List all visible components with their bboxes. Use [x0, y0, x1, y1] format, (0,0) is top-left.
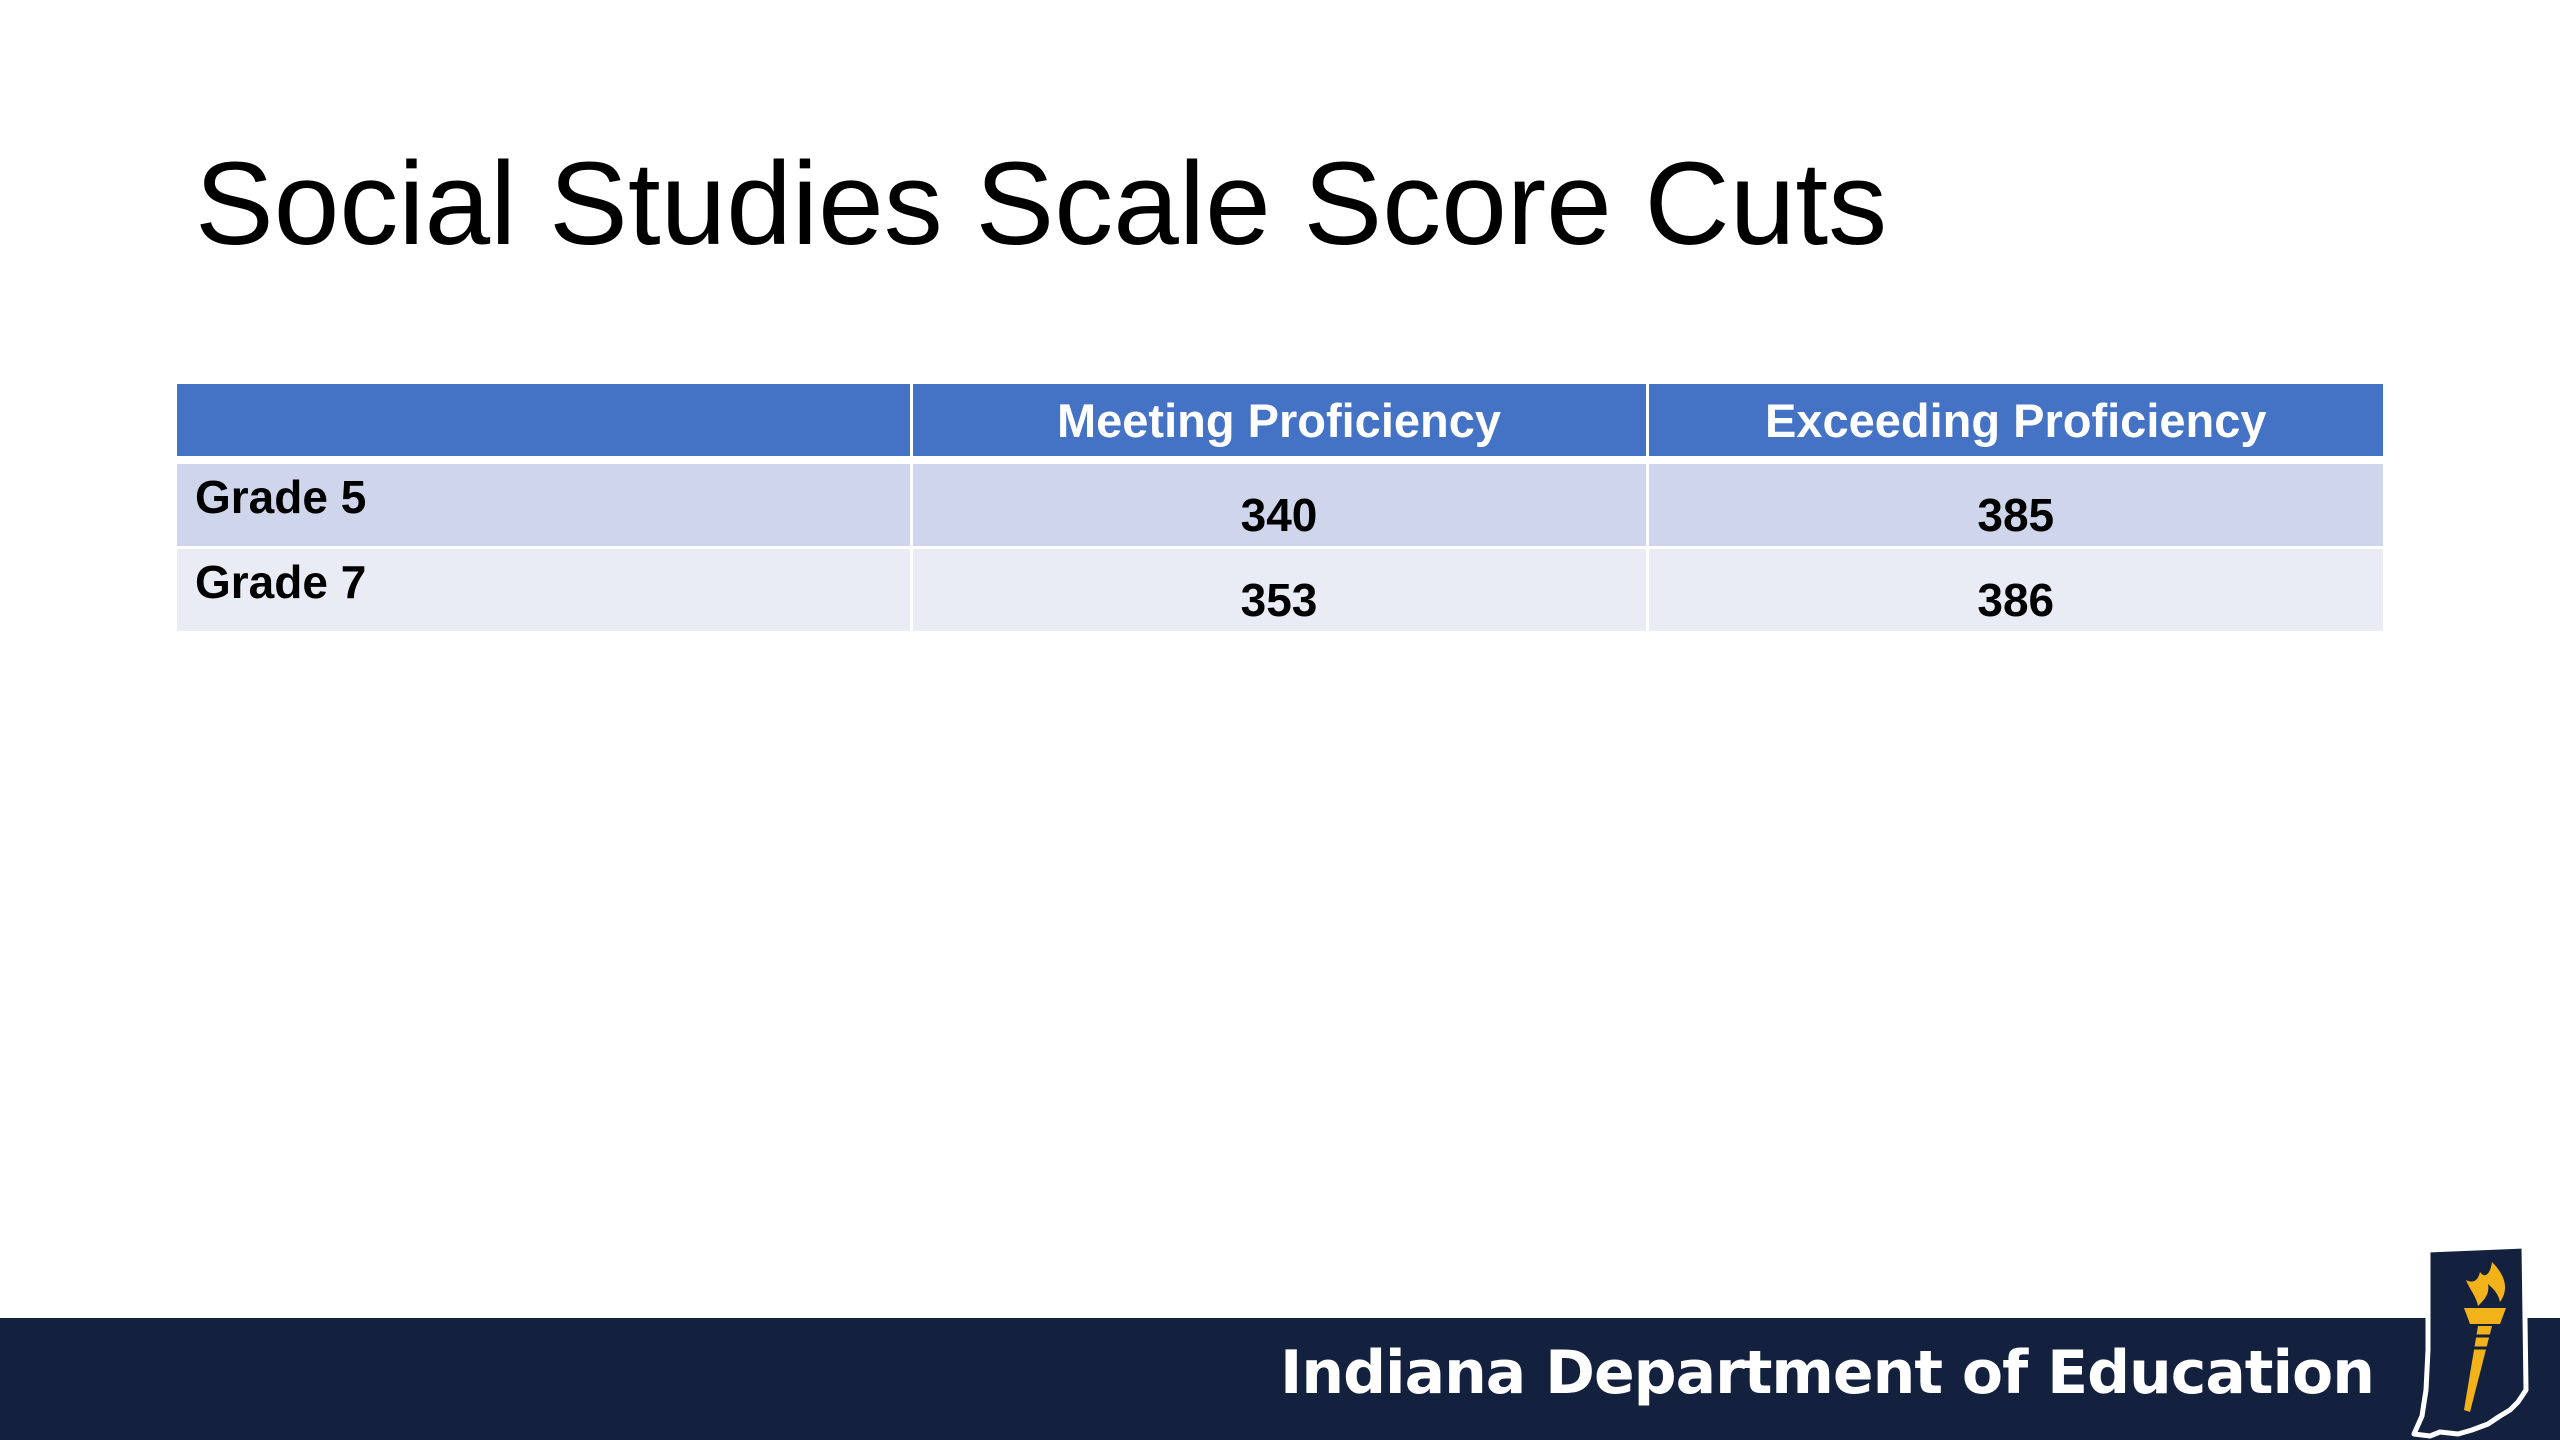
grade-7-exceeding-value: 386 — [1647, 547, 2383, 634]
grade-5-exceeding-value: 385 — [1647, 460, 2383, 549]
header-cell-empty — [177, 384, 913, 464]
table-row: Grade 5 340 385 — [177, 460, 2383, 549]
table-row: Grade 7 353 386 — [177, 547, 2383, 634]
slide-title: Social Studies Scale Score Cuts — [195, 138, 1888, 270]
header-cell-meeting-proficiency: Meeting Proficiency — [911, 384, 1649, 464]
header-cell-exceeding-proficiency: Exceeding Proficiency — [1647, 384, 2383, 464]
indiana-torch-logo-icon — [2411, 1243, 2529, 1439]
grade-7-meeting-value: 353 — [911, 547, 1649, 634]
table-header-row: Meeting Proficiency Exceeding Proficienc… — [177, 384, 2383, 464]
row-label-grade-7: Grade 7 — [177, 547, 913, 634]
score-cuts-table: Meeting Proficiency Exceeding Proficienc… — [177, 384, 2383, 634]
footer-organization-name: Indiana Department of Education — [1280, 1338, 2375, 1408]
row-label-grade-5: Grade 5 — [177, 460, 913, 549]
grade-5-meeting-value: 340 — [911, 460, 1649, 549]
footer-bar — [0, 1318, 2560, 1440]
